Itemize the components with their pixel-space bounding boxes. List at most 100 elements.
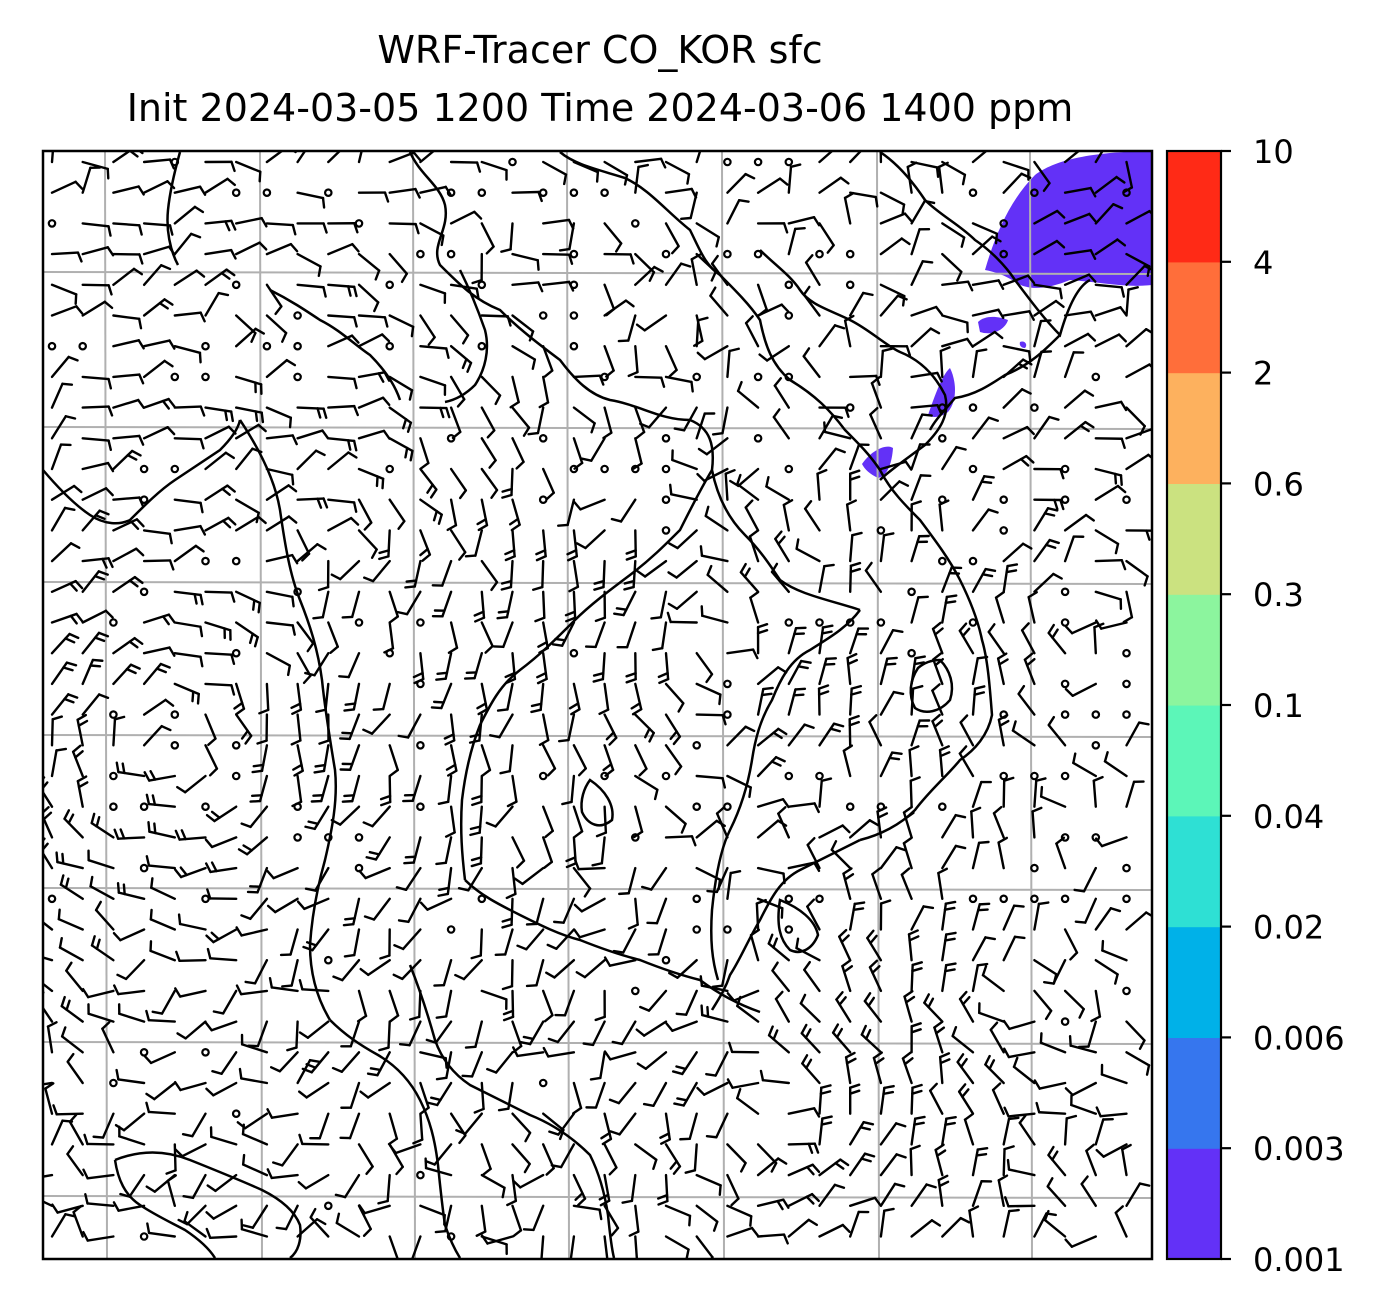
wind-barb: [787, 216, 816, 225]
wind-barb-flag: [332, 975, 344, 982]
wind-barb-flag: [782, 222, 789, 234]
wind-barb: [81, 461, 110, 471]
wind-barb: [87, 858, 115, 870]
wind-barb-flag: [879, 899, 892, 905]
wind-barb-flag: [435, 1015, 448, 1019]
wind-barb: [603, 160, 629, 177]
wind-barb-flag: [175, 950, 181, 962]
wind-barb-flag: [435, 677, 447, 681]
wind-barb-flag: [61, 382, 74, 386]
wind-barb-flag: [1025, 425, 1035, 436]
wind-barb-flag: [167, 245, 176, 256]
wind-barb-flag: [993, 330, 1004, 340]
wind-barb-flag: [59, 874, 65, 886]
wind-barb-flag: [301, 552, 311, 562]
wind-barb: [726, 349, 731, 379]
wind-barb: [511, 190, 540, 194]
wind-barb-flag: [906, 161, 918, 169]
wind-barb-flag: [469, 733, 482, 738]
wind-barb-flag: [208, 767, 219, 777]
wind-barb: [1002, 274, 1030, 286]
wind-barb-flag: [710, 254, 719, 265]
wind-barb: [304, 1173, 330, 1190]
wind-barb-flag: [1113, 472, 1118, 485]
wind-barb: [388, 314, 415, 328]
wind-barb: [357, 151, 363, 164]
calm-marker: [231, 280, 241, 290]
wind-barb-flag: [959, 714, 969, 724]
wind-barb-flag: [876, 806, 888, 813]
wind-barb-flag: [938, 1180, 950, 1188]
wind-barb: [55, 1112, 84, 1116]
wind-barb: [327, 243, 354, 256]
wind-barb-flag: [146, 1222, 151, 1235]
wind-barb-flag: [137, 339, 145, 350]
wind-barb-flag: [696, 351, 707, 361]
wind-barb: [296, 252, 322, 268]
wind-barb-flag: [112, 931, 122, 942]
wind-barb: [682, 1081, 698, 1107]
wind-barb-flag: [1020, 172, 1032, 179]
wind-barb: [480, 559, 499, 584]
wind-barb-flag: [230, 653, 236, 665]
wind-barb-flag: [925, 1183, 937, 1189]
wind-barb-flag: [160, 264, 172, 271]
grid-line-vertical: [259, 151, 263, 1259]
wind-barb-flag: [229, 410, 234, 423]
wind-barb-flag: [859, 1126, 872, 1131]
wind-barb: [787, 1163, 814, 1177]
wind-barb: [81, 246, 109, 256]
calm-marker: [323, 955, 333, 965]
calm-marker: [968, 618, 978, 627]
wind-barb: [81, 222, 110, 228]
calm-marker: [692, 372, 702, 382]
wind-barb-flag: [886, 656, 898, 660]
wind-barb-flag: [1058, 287, 1063, 300]
wind-barb-flag: [137, 398, 145, 409]
wind-barb: [309, 1216, 330, 1238]
wind-barb-flag: [1090, 1015, 1102, 1023]
wind-barb: [81, 437, 110, 442]
wind-barb: [213, 805, 238, 823]
wind-barb-flag: [229, 248, 237, 260]
wind-barb: [634, 265, 656, 286]
wind-barb-flag: [230, 160, 236, 173]
wind-barb-flag: [772, 408, 781, 419]
wind-barb: [941, 222, 966, 239]
wind-barb-flag: [657, 1193, 669, 1200]
wind-barb-flag: [508, 517, 520, 526]
wind-barb: [480, 406, 496, 432]
wind-barb: [234, 327, 257, 348]
wind-barb-flag: [668, 542, 679, 550]
wind-barb: [579, 498, 606, 511]
calm-marker: [354, 219, 364, 228]
wind-barb-flag: [706, 889, 719, 894]
wind-barb: [274, 897, 299, 914]
wind-barb-flag: [363, 915, 376, 921]
wind-barb: [849, 1120, 865, 1146]
wind-barb-flag: [551, 643, 564, 647]
wind-barb-flag: [506, 315, 512, 327]
wind-barb-flag: [909, 776, 921, 782]
wind-barb: [756, 798, 785, 808]
wind-barb: [542, 529, 547, 558]
wind-barb: [951, 1034, 975, 1054]
wind-barb: [480, 1143, 492, 1171]
wind-barb-flag: [98, 509, 110, 516]
wind-barb-flag: [672, 1165, 682, 1175]
wind-barb: [806, 843, 821, 870]
wind-barb: [124, 959, 146, 981]
wind-barb: [265, 242, 293, 256]
wind-barb: [559, 1143, 576, 1169]
wind-barb-flag: [867, 996, 876, 1008]
wind-barb: [879, 1086, 886, 1115]
wind-barb: [173, 185, 202, 194]
calm-marker: [1122, 710, 1131, 719]
wind-barb-flag: [819, 1090, 832, 1095]
wind-barb-flag: [961, 173, 967, 186]
wind-barb-flag: [525, 984, 538, 988]
wind-barb-flag: [736, 380, 743, 393]
wind-barb-flag: [997, 836, 1009, 844]
wind-barb-flag: [813, 802, 820, 814]
wind-barb-flag: [224, 409, 229, 422]
